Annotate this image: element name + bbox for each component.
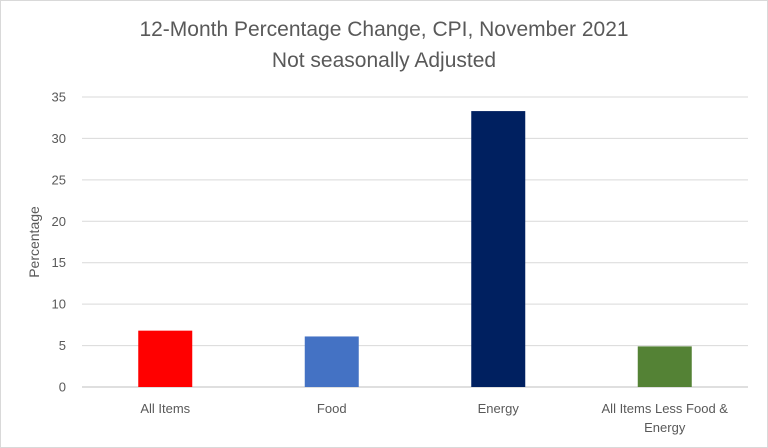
y-tick-label: 10: [52, 297, 66, 312]
y-tick-label: 15: [52, 255, 66, 270]
x-tick-label: All Items: [140, 401, 190, 416]
y-tick-label: 30: [52, 131, 66, 146]
gridlines: [82, 96, 748, 388]
bar: [138, 330, 193, 387]
x-tick-label: Food: [317, 401, 347, 416]
y-tick-label: 0: [59, 380, 66, 395]
bar: [471, 111, 526, 387]
x-tick-label: All Items Less Food &: [602, 401, 729, 416]
bar: [304, 336, 359, 387]
chart-subtitle: Not seasonally Adjusted: [272, 49, 496, 72]
x-tick-label: Energy: [478, 401, 520, 416]
y-tick-label: 25: [52, 172, 66, 187]
x-tick-label: Energy: [644, 420, 686, 435]
y-axis-ticks: 0 5 10 15 20 25 30 35: [52, 90, 66, 395]
y-tick-label: 5: [59, 338, 66, 353]
bar: [637, 346, 692, 387]
y-tick-label: 35: [52, 90, 66, 105]
bars: [138, 111, 692, 387]
y-axis-title: Percentage: [26, 206, 42, 278]
x-axis-labels: All Items Food Energy All Items Less Food &…: [140, 401, 728, 435]
y-tick-label: 20: [52, 214, 66, 229]
chart-title: 12-Month Percentage Change, CPI, Novembe…: [139, 18, 628, 41]
